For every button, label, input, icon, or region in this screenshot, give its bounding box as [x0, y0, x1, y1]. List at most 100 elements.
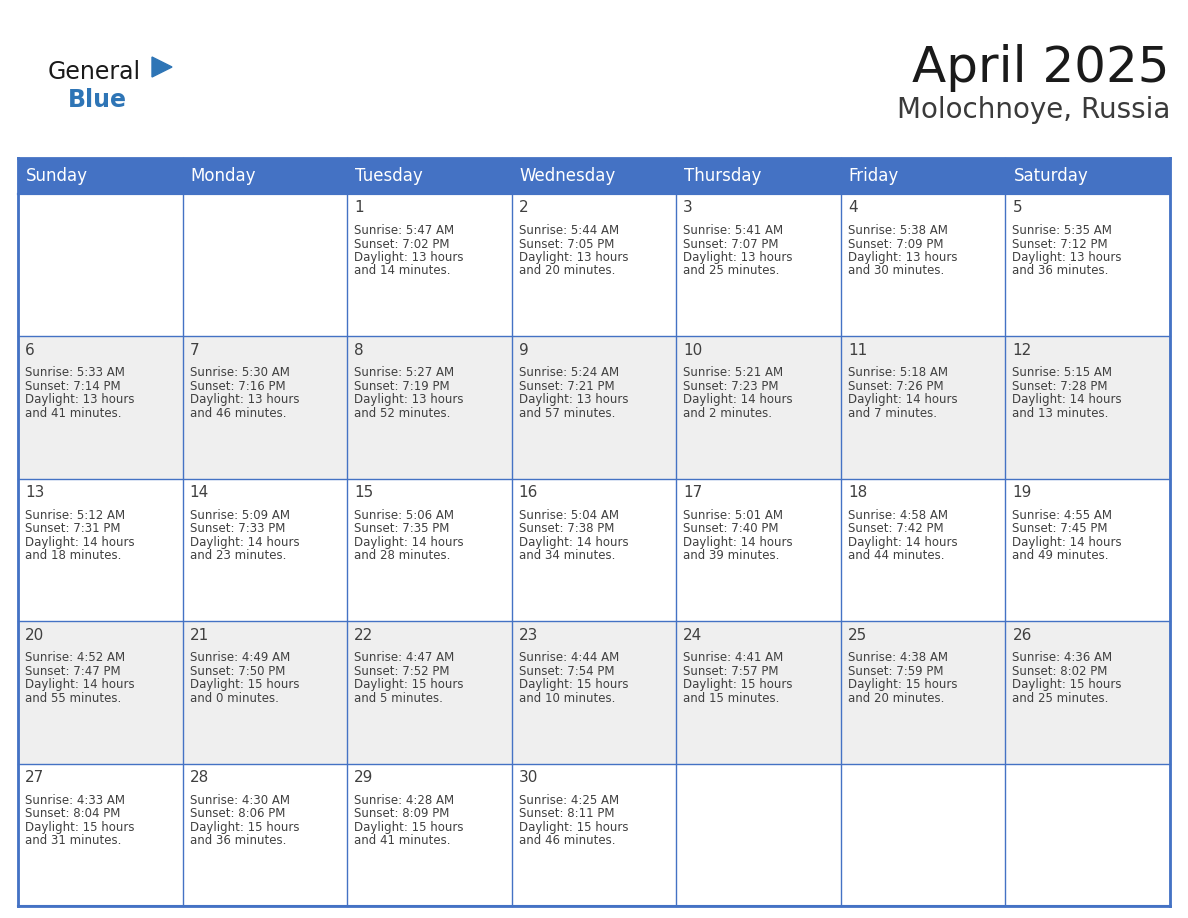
Text: Sunrise: 4:49 AM: Sunrise: 4:49 AM [190, 651, 290, 665]
Text: Sunset: 7:12 PM: Sunset: 7:12 PM [1012, 238, 1108, 251]
Bar [18, 336, 1170, 479]
Text: Sunset: 7:50 PM: Sunset: 7:50 PM [190, 665, 285, 677]
Text: 25: 25 [848, 628, 867, 643]
Bar [18, 194, 1170, 336]
Text: Daylight: 13 hours: Daylight: 13 hours [519, 394, 628, 407]
Text: and 36 minutes.: and 36 minutes. [1012, 264, 1108, 277]
Text: and 36 minutes.: and 36 minutes. [190, 834, 286, 847]
Text: and 57 minutes.: and 57 minutes. [519, 407, 615, 420]
Text: 14: 14 [190, 486, 209, 500]
Text: Sunrise: 5:44 AM: Sunrise: 5:44 AM [519, 224, 619, 237]
Text: and 23 minutes.: and 23 minutes. [190, 549, 286, 563]
Text: Sunset: 7:52 PM: Sunset: 7:52 PM [354, 665, 449, 677]
Text: Sunset: 7:28 PM: Sunset: 7:28 PM [1012, 380, 1108, 393]
Text: Sunset: 7:16 PM: Sunset: 7:16 PM [190, 380, 285, 393]
Text: Daylight: 14 hours: Daylight: 14 hours [848, 536, 958, 549]
Text: Friday: Friday [849, 167, 899, 185]
Text: Daylight: 14 hours: Daylight: 14 hours [354, 536, 463, 549]
Text: and 46 minutes.: and 46 minutes. [190, 407, 286, 420]
Text: Sunset: 7:54 PM: Sunset: 7:54 PM [519, 665, 614, 677]
Text: Sunrise: 5:15 AM: Sunrise: 5:15 AM [1012, 366, 1112, 379]
Text: and 13 minutes.: and 13 minutes. [1012, 407, 1108, 420]
Text: 29: 29 [354, 770, 373, 785]
Text: Sunrise: 4:38 AM: Sunrise: 4:38 AM [848, 651, 948, 665]
Text: and 55 minutes.: and 55 minutes. [25, 691, 121, 705]
Text: Sunset: 7:40 PM: Sunset: 7:40 PM [683, 522, 779, 535]
Text: 7: 7 [190, 343, 200, 358]
Text: 28: 28 [190, 770, 209, 785]
Text: and 52 minutes.: and 52 minutes. [354, 407, 450, 420]
Bar [1005, 158, 1170, 194]
Bar [18, 479, 1170, 621]
Text: Sunset: 7:57 PM: Sunset: 7:57 PM [683, 665, 779, 677]
Text: 30: 30 [519, 770, 538, 785]
Text: Sunset: 7:14 PM: Sunset: 7:14 PM [25, 380, 121, 393]
Text: Sunset: 7:47 PM: Sunset: 7:47 PM [25, 665, 121, 677]
Text: Sunset: 7:45 PM: Sunset: 7:45 PM [1012, 522, 1108, 535]
Polygon shape [152, 57, 172, 77]
Text: Sunrise: 5:41 AM: Sunrise: 5:41 AM [683, 224, 783, 237]
Text: and 18 minutes.: and 18 minutes. [25, 549, 121, 563]
Text: Sunday: Sunday [26, 167, 88, 185]
Text: Wednesday: Wednesday [519, 167, 615, 185]
Text: 8: 8 [354, 343, 364, 358]
Text: and 41 minutes.: and 41 minutes. [354, 834, 450, 847]
Text: Sunset: 7:07 PM: Sunset: 7:07 PM [683, 238, 779, 251]
Text: Daylight: 15 hours: Daylight: 15 hours [354, 821, 463, 834]
Text: Daylight: 15 hours: Daylight: 15 hours [519, 678, 628, 691]
Text: and 34 minutes.: and 34 minutes. [519, 549, 615, 563]
Text: Sunrise: 4:52 AM: Sunrise: 4:52 AM [25, 651, 125, 665]
Text: Sunrise: 5:38 AM: Sunrise: 5:38 AM [848, 224, 948, 237]
Text: Daylight: 14 hours: Daylight: 14 hours [848, 394, 958, 407]
Text: Sunset: 7:38 PM: Sunset: 7:38 PM [519, 522, 614, 535]
Text: 11: 11 [848, 343, 867, 358]
Text: and 7 minutes.: and 7 minutes. [848, 407, 937, 420]
Text: 23: 23 [519, 628, 538, 643]
Text: Daylight: 13 hours: Daylight: 13 hours [25, 394, 134, 407]
Text: 5: 5 [1012, 200, 1022, 216]
Text: Daylight: 14 hours: Daylight: 14 hours [25, 536, 134, 549]
Text: and 39 minutes.: and 39 minutes. [683, 549, 779, 563]
Text: Daylight: 15 hours: Daylight: 15 hours [1012, 678, 1121, 691]
Text: 15: 15 [354, 486, 373, 500]
Text: and 0 minutes.: and 0 minutes. [190, 691, 278, 705]
Text: Sunset: 7:19 PM: Sunset: 7:19 PM [354, 380, 450, 393]
Text: Daylight: 13 hours: Daylight: 13 hours [519, 251, 628, 264]
Text: 2: 2 [519, 200, 529, 216]
Text: Tuesday: Tuesday [355, 167, 423, 185]
Text: Sunrise: 4:58 AM: Sunrise: 4:58 AM [848, 509, 948, 521]
Text: 3: 3 [683, 200, 693, 216]
Text: Sunset: 7:31 PM: Sunset: 7:31 PM [25, 522, 120, 535]
Text: Sunrise: 4:36 AM: Sunrise: 4:36 AM [1012, 651, 1112, 665]
Text: April 2025: April 2025 [912, 44, 1170, 92]
Text: 27: 27 [25, 770, 44, 785]
Text: Sunset: 8:02 PM: Sunset: 8:02 PM [1012, 665, 1107, 677]
Text: 1: 1 [354, 200, 364, 216]
Text: Sunset: 7:26 PM: Sunset: 7:26 PM [848, 380, 943, 393]
Text: Sunrise: 4:30 AM: Sunrise: 4:30 AM [190, 793, 290, 807]
Text: Daylight: 15 hours: Daylight: 15 hours [683, 678, 792, 691]
Text: Sunrise: 5:35 AM: Sunrise: 5:35 AM [1012, 224, 1112, 237]
Text: Sunrise: 5:18 AM: Sunrise: 5:18 AM [848, 366, 948, 379]
Text: General: General [48, 60, 141, 84]
Text: 20: 20 [25, 628, 44, 643]
Text: Daylight: 13 hours: Daylight: 13 hours [354, 251, 463, 264]
Bar [18, 764, 1170, 906]
Text: Sunrise: 4:28 AM: Sunrise: 4:28 AM [354, 793, 454, 807]
Text: Thursday: Thursday [684, 167, 762, 185]
Text: Daylight: 14 hours: Daylight: 14 hours [25, 678, 134, 691]
Text: Sunset: 7:21 PM: Sunset: 7:21 PM [519, 380, 614, 393]
Text: Daylight: 13 hours: Daylight: 13 hours [1012, 251, 1121, 264]
Text: Daylight: 15 hours: Daylight: 15 hours [519, 821, 628, 834]
Text: Sunset: 8:11 PM: Sunset: 8:11 PM [519, 807, 614, 820]
Text: and 15 minutes.: and 15 minutes. [683, 691, 779, 705]
Text: Daylight: 14 hours: Daylight: 14 hours [1012, 536, 1121, 549]
Text: and 30 minutes.: and 30 minutes. [848, 264, 944, 277]
Text: and 49 minutes.: and 49 minutes. [1012, 549, 1108, 563]
Text: 21: 21 [190, 628, 209, 643]
Text: Sunset: 8:09 PM: Sunset: 8:09 PM [354, 807, 449, 820]
Text: Sunrise: 5:24 AM: Sunrise: 5:24 AM [519, 366, 619, 379]
Text: and 5 minutes.: and 5 minutes. [354, 691, 443, 705]
Text: 22: 22 [354, 628, 373, 643]
Text: Daylight: 15 hours: Daylight: 15 hours [848, 678, 958, 691]
